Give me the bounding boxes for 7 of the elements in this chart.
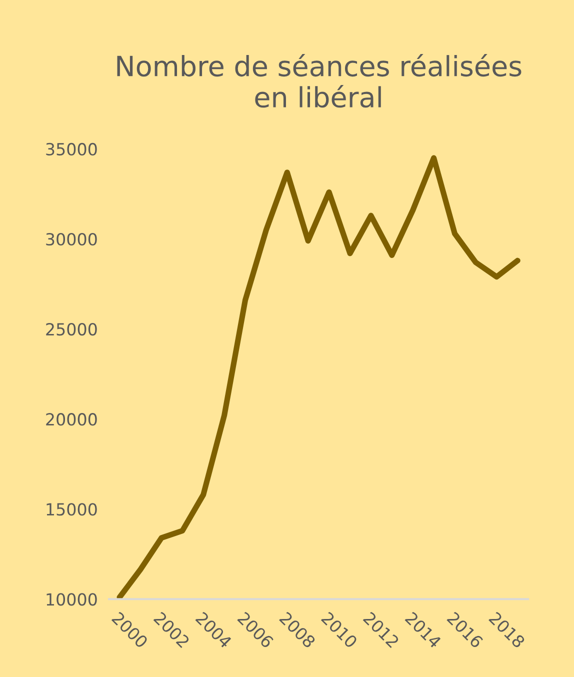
chart-title: Nombre de séances réalisées en libéral xyxy=(117,54,522,108)
y-tick-label: 25000 xyxy=(46,322,97,336)
y-tick-label: 20000 xyxy=(46,413,97,426)
y-tick-label: 35000 xyxy=(46,142,97,156)
y-tick-label: 30000 xyxy=(46,232,97,246)
y-tick-label: 15000 xyxy=(46,503,97,516)
y-tick-label: 10000 xyxy=(46,593,97,606)
